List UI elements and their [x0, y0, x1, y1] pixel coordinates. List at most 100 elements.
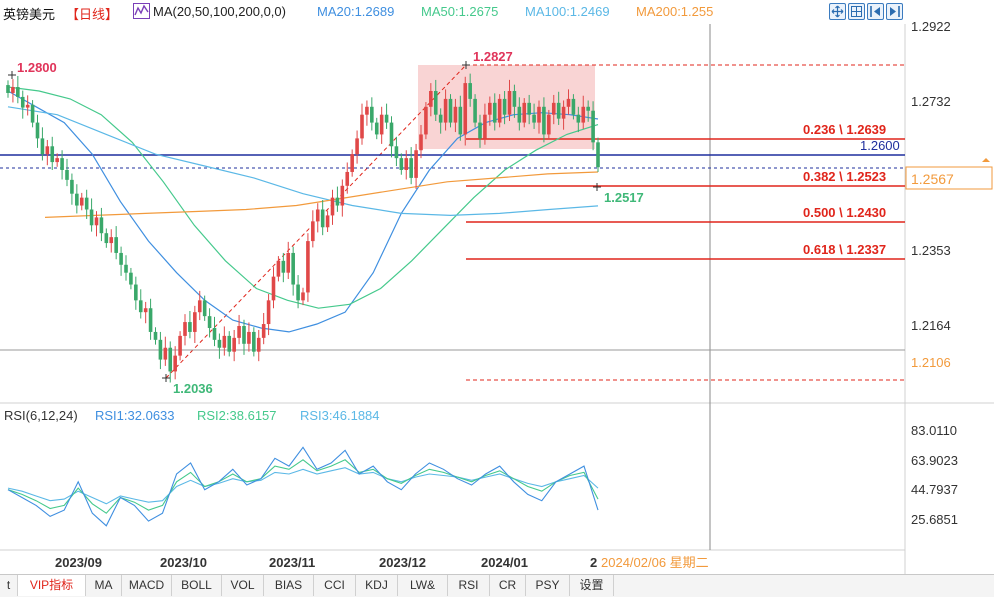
- candle-body: [79, 197, 84, 206]
- candle-body: [55, 158, 59, 163]
- rsi-lines: [7, 446, 599, 527]
- candle-body: [537, 106, 541, 123]
- last-low-marker: [593, 183, 601, 191]
- candle-body: [365, 106, 369, 115]
- swing-low-marker: [162, 374, 170, 382]
- tab-cci[interactable]: CCI: [314, 575, 356, 596]
- ma-icon[interactable]: [133, 3, 150, 22]
- candle-body: [483, 114, 487, 139]
- expand-icon[interactable]: [829, 3, 846, 20]
- candle-body: [114, 237, 118, 253]
- candle-body: [301, 292, 305, 301]
- candle-body: [256, 337, 261, 352]
- candle-body: [89, 209, 94, 226]
- fib-label-0236: 0.236 \ 1.2639: [803, 122, 886, 137]
- ma-settings-label[interactable]: MA(20,50,100,200,0,0): [153, 4, 286, 19]
- tab-psy[interactable]: PSY: [526, 575, 570, 596]
- candle-body: [197, 300, 202, 313]
- tab-rsi[interactable]: RSI: [448, 575, 490, 596]
- candle-body: [488, 102, 492, 115]
- candle-body: [178, 335, 182, 356]
- rsi-tick-2: 63.9023: [911, 453, 958, 468]
- candle-body: [296, 284, 300, 301]
- candle-body: [360, 114, 364, 139]
- candle-body: [84, 197, 89, 210]
- symbol-name[interactable]: 英镑美元: [3, 7, 56, 22]
- candle-body: [438, 114, 443, 123]
- candle-body: [99, 217, 104, 234]
- rsi1-line: [7, 446, 599, 527]
- tab-vol[interactable]: VOL: [222, 575, 264, 596]
- price-tick-1: 1.2922: [911, 19, 951, 34]
- tab-settings[interactable]: 设置: [570, 575, 614, 596]
- ma100-line: [7, 106, 599, 217]
- candle-body: [271, 276, 276, 301]
- tab-ma[interactable]: MA: [86, 575, 122, 596]
- candle-body: [473, 98, 477, 123]
- candle-body: [247, 331, 251, 344]
- candle-body: [30, 104, 35, 123]
- grid-icon[interactable]: [848, 3, 865, 20]
- candle-body: [134, 284, 138, 301]
- fib-label-0618: 0.618 \ 1.2337: [803, 242, 886, 257]
- candle-body: [517, 106, 522, 123]
- candle-body: [237, 326, 241, 338]
- rsi2-line: [7, 459, 599, 514]
- candle-body: [581, 106, 586, 123]
- candle-body: [453, 106, 458, 123]
- candle-body: [404, 158, 409, 170]
- price-chart[interactable]: .axtxt{font-family:"Liberation Sans",san…: [0, 0, 994, 574]
- period-label[interactable]: 【日线】: [66, 7, 119, 22]
- candle-body: [60, 158, 64, 170]
- candle-body: [478, 122, 482, 139]
- candle-body: [306, 241, 310, 293]
- last-low-label: 1.2517: [604, 190, 644, 205]
- tab-boll[interactable]: BOLL: [172, 575, 222, 596]
- candle-body: [394, 146, 399, 159]
- candle-body: [443, 98, 448, 123]
- time-label-5: 2024/01: [481, 555, 528, 570]
- candle-body: [561, 106, 566, 119]
- tab-macd[interactable]: MACD: [122, 575, 172, 596]
- price-tick-4: 1.2164: [911, 318, 951, 333]
- current-price-value: 1.2567: [911, 171, 954, 187]
- tab-kdj[interactable]: KDJ: [356, 575, 398, 596]
- candle-body: [502, 98, 507, 115]
- fib-label-0500: 0.500 \ 1.2430: [803, 205, 886, 220]
- tab-scroll-left[interactable]: t: [0, 575, 18, 596]
- swing-high-left-label: 1.2800: [17, 60, 57, 75]
- tab-bias[interactable]: BIAS: [264, 575, 314, 596]
- candle-body: [522, 102, 527, 123]
- candle-body: [40, 138, 45, 155]
- candle-body: [399, 158, 404, 170]
- candle-body: [576, 114, 581, 123]
- candle-body: [458, 106, 463, 135]
- candle-body: [286, 252, 291, 273]
- candle-body: [193, 312, 197, 332]
- candle-body: [551, 102, 556, 115]
- candle-body: [129, 272, 133, 285]
- back-icon[interactable]: [867, 3, 884, 20]
- candle-body: [25, 104, 30, 108]
- candle-body: [507, 90, 512, 115]
- candle-body: [591, 110, 595, 143]
- candle-body: [242, 326, 246, 344]
- tab-lwr[interactable]: LW&: [398, 575, 448, 596]
- candle-body: [217, 339, 222, 348]
- candle-body: [379, 114, 384, 135]
- ma50-value: MA50:1.2675: [421, 4, 499, 19]
- candle-body: [207, 316, 212, 328]
- candle-body: [183, 322, 187, 336]
- candle-body: [596, 142, 600, 168]
- tab-vip-indicators[interactable]: VIP指标: [18, 575, 86, 596]
- candle-body: [350, 154, 354, 172]
- candle-body: [311, 221, 315, 242]
- candle-body: [75, 193, 79, 206]
- tab-cr[interactable]: CR: [490, 575, 526, 596]
- candle-body: [153, 331, 158, 340]
- forward-icon[interactable]: [886, 3, 903, 20]
- candle-body: [173, 355, 177, 372]
- candle-body: [497, 98, 502, 123]
- candle-body: [50, 146, 55, 163]
- candle-body: [429, 90, 433, 107]
